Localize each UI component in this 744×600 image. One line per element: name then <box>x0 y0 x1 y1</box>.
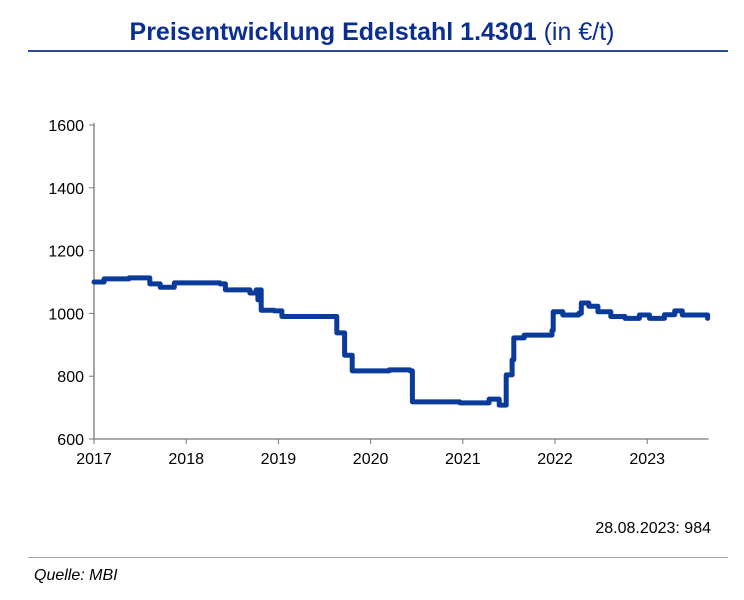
x-tick-label: 2023 <box>629 451 665 468</box>
x-tick-label: 2020 <box>353 451 389 468</box>
y-tick-label: 1600 <box>48 118 84 135</box>
footer-divider <box>28 557 728 558</box>
y-tick-label: 600 <box>57 432 84 449</box>
price-line <box>91 275 711 408</box>
y-tick-label: 1200 <box>48 244 84 261</box>
chart-title: Preisentwicklung Edelstahl 1.4301 (in €/… <box>0 18 744 47</box>
title-unit: (in €/t) <box>543 18 615 46</box>
x-tick-label: 2022 <box>537 451 573 468</box>
y-tick-label: 1400 <box>48 181 84 198</box>
y-tick-label: 1000 <box>48 306 84 323</box>
x-tick-label: 2019 <box>261 451 297 468</box>
x-tick-label: 2018 <box>168 451 204 468</box>
source-label: Quelle: MBI <box>34 567 118 584</box>
latest-value-annotation: 28.08.2023: 984 <box>595 520 711 537</box>
title-divider <box>28 50 728 52</box>
x-tick-label: 2017 <box>76 451 112 468</box>
x-tick-label: 2021 <box>445 451 481 468</box>
title-main: Preisentwicklung Edelstahl 1.4301 <box>129 18 537 46</box>
y-tick-label: 800 <box>57 369 84 386</box>
